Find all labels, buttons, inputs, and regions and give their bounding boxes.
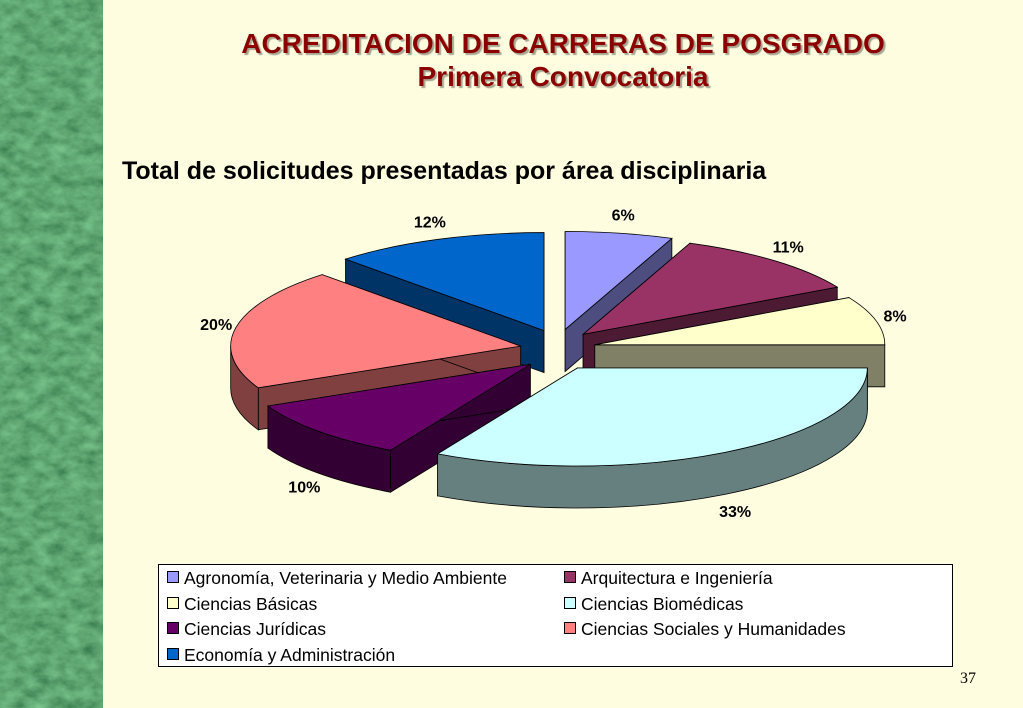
- legend-swatch: [167, 571, 179, 583]
- chart-legend: Agronomía, Veterinaria y Medio Ambiente A…: [158, 564, 953, 667]
- legend-item-arquitectura-e-ingenieria: Arquitectura e Ingeniería: [564, 568, 773, 588]
- pie-slice-ciencias-juridicas: [266, 363, 531, 493]
- slice-top-face: [564, 231, 673, 331]
- pie-slice-ciencias-biomedicas: [436, 367, 868, 509]
- legend-label: Agronomía, Veterinaria y Medio Ambiente: [184, 568, 507, 588]
- legend-item-ciencias-juridicas: Ciencias Jurídicas: [167, 619, 326, 639]
- legend-label: Ciencias Sociales y Humanidades: [581, 619, 846, 639]
- page-number: 37: [960, 670, 976, 687]
- legend-swatch: [167, 596, 179, 609]
- data-label-economia-y-administracion: 12%: [414, 215, 446, 232]
- legend-item-ciencias-biomedicas: Ciencias Biomédicas: [564, 594, 743, 614]
- legend-label: Ciencias Jurídicas: [184, 619, 326, 639]
- legend-item-ciencias-basicas: Ciencias Básicas: [167, 594, 317, 614]
- legend-swatch: [167, 622, 179, 634]
- slice-top-face: [594, 297, 886, 346]
- data-label-agronomia-veterinaria-y-medio-ambiente: 6%: [612, 207, 635, 224]
- legend-label: Ciencias Biomédicas: [581, 593, 744, 614]
- title-line-2: Primera Convocatoria: [417, 61, 709, 92]
- data-label-ciencias-basicas: 8%: [884, 309, 907, 326]
- title-line-1: ACREDITACION DE CARRERAS DE POSGRADO: [241, 28, 885, 59]
- slice-top-face: [230, 274, 521, 389]
- slice-top-face: [436, 367, 868, 467]
- data-label-ciencias-sociales-y-humanidades: 20%: [200, 317, 232, 334]
- legend-label: Economía y Administración: [184, 644, 396, 665]
- data-label-ciencias-juridicas: 10%: [288, 479, 320, 496]
- data-label-ciencias-biomedicas: 33%: [719, 504, 751, 521]
- slice-top-face: [344, 232, 545, 332]
- legend-item-ciencias-sociales-y-humanidades: Ciencias Sociales y Humanidades: [564, 619, 846, 639]
- chart-subtitle: Total de solicitudes presentadas por áre…: [122, 157, 767, 185]
- legend-swatch: [564, 596, 576, 609]
- legend-label: Arquitectura e Ingeniería: [581, 568, 773, 588]
- pie-chart: 6% 11% 8% 33% 10% 20% 12%: [200, 207, 907, 521]
- legend-item-economia-y-administracion: Economía y Administración: [167, 645, 395, 665]
- legend-label: Ciencias Básicas: [184, 593, 318, 614]
- slice-top-face: [581, 242, 839, 335]
- legend-swatch: [564, 622, 576, 634]
- data-label-arquitectura-e-ingenieria: 11%: [773, 239, 804, 256]
- legend-swatch: [167, 647, 179, 660]
- slide-title: ACREDITACION DE CARRERAS DE POSGRADO Pri…: [103, 28, 1023, 94]
- legend-item-agronomia-veterinaria-y-medio-ambiente: Agronomía, Veterinaria y Medio Ambiente: [167, 568, 507, 588]
- legend-swatch: [564, 571, 576, 583]
- slice-top-face: [266, 363, 531, 451]
- marble-sidebar: [0, 0, 103, 708]
